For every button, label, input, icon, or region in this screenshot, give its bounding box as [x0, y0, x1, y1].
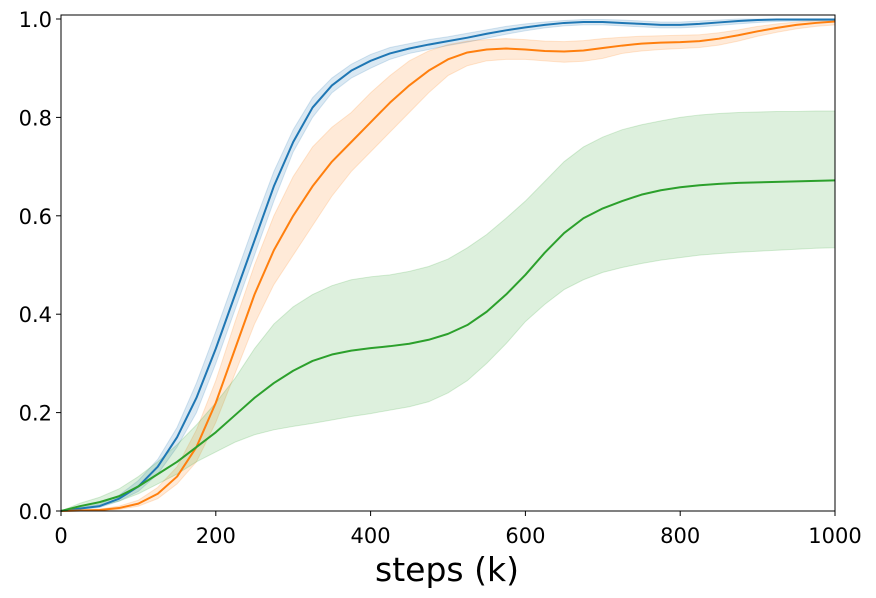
- x-tick-label: 1000: [808, 524, 861, 548]
- series-1-line: [60, 18, 835, 512]
- x-tick-label: 200: [196, 524, 236, 548]
- series-lines: [60, 18, 836, 512]
- x-axis-label: steps (k): [375, 550, 519, 589]
- x-tick-label: 800: [660, 524, 700, 548]
- y-axis-ticks: 0.0 0.2 0.4 0.6 0.8 1.0: [19, 8, 61, 524]
- series-3-line: [60, 179, 836, 512]
- plot-frame: [60, 14, 836, 512]
- y-tick-label: 0.6: [19, 205, 52, 229]
- y-tick-label: 0.4: [19, 303, 52, 327]
- y-tick-label: 1.0: [19, 8, 52, 32]
- y-tick-label: 0.2: [19, 402, 52, 426]
- y-tick-label: 0.8: [19, 106, 52, 130]
- x-tick-label: 400: [351, 524, 391, 548]
- y-tick-label: 0.0: [19, 500, 52, 524]
- x-axis-ticks: 0 200 400 600 800 1000: [54, 511, 862, 548]
- x-tick-label: 0: [54, 524, 67, 548]
- series-2-line: [60, 20, 836, 512]
- x-tick-label: 600: [505, 524, 545, 548]
